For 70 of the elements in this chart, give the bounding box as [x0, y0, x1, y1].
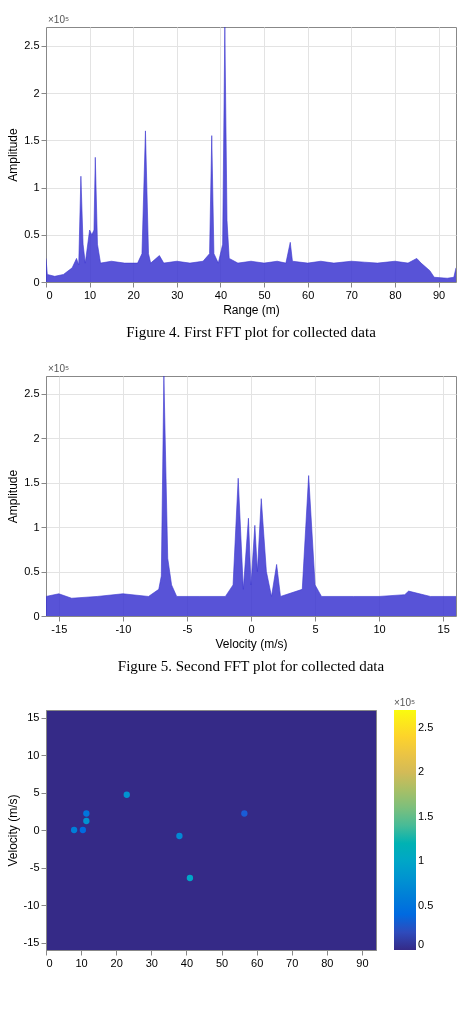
text: ×10⁵: [48, 14, 70, 25]
y-tick-label: 0: [33, 823, 40, 836]
y-tick-label: 1.5: [24, 476, 40, 489]
y-tick-label: 2: [33, 431, 40, 444]
y-tick-label: 0.5: [24, 228, 40, 241]
y-tick-label: 0: [33, 275, 40, 288]
x-tick-label: 0: [46, 288, 53, 301]
y-tick-label: 2.5: [24, 39, 40, 52]
x-tick-label: -15: [51, 622, 68, 635]
x-tick-label: 50: [215, 956, 229, 969]
x-tick-label: 70: [345, 288, 358, 301]
point: [79, 826, 87, 834]
point: [70, 826, 78, 834]
x-tick-label: 50: [258, 288, 271, 301]
y-tick-label: 5: [33, 786, 40, 798]
y-tick-label: 1: [33, 181, 40, 194]
y-axis-title: Amplitude: [6, 469, 21, 524]
point: [241, 810, 248, 817]
y-tick-label: -10: [23, 898, 40, 911]
text: ×10⁵: [394, 697, 416, 708]
x-tick-label: -5: [182, 622, 193, 635]
y-tick-label: 15: [27, 711, 40, 723]
x-tick-label: 30: [171, 288, 184, 301]
color-bar-label: 0.5: [418, 898, 434, 911]
caption: Figure 5. Second FFT plot for collected data: [117, 658, 385, 674]
y-tick-label: 2: [33, 86, 40, 99]
x-tick-label: 15: [437, 622, 450, 635]
x-tick-label: 20: [110, 956, 123, 969]
color-bar-label: 2: [418, 765, 425, 778]
x-tick-label: 20: [127, 288, 140, 301]
color-bar-label: 1: [418, 854, 425, 867]
x-tick-label: 80: [389, 288, 402, 301]
x-tick-label: 5: [312, 622, 319, 635]
x-tick-label: 90: [356, 956, 369, 969]
color-bar-label: 2.5: [418, 720, 434, 733]
y-tick-label: 1: [33, 520, 40, 533]
x-tick-label: -10: [115, 622, 132, 635]
point: [123, 791, 130, 798]
x-tick-label: 60: [251, 956, 264, 969]
x-tick-label: 40: [180, 956, 194, 969]
y-tick-label: -15: [23, 936, 40, 948]
y-tick-label: 1.5: [24, 133, 40, 146]
y-axis-title: Amplitude: [6, 128, 21, 182]
y-tick-label: 2.5: [24, 387, 40, 400]
caption: Figure 4. First FFT plot for collected data: [126, 324, 377, 340]
x-axis-title: Range (m): [223, 302, 280, 317]
y-tick-label: 0: [33, 609, 40, 622]
x-tick-label: 10: [75, 956, 88, 969]
y-tick-label: -5: [29, 861, 40, 873]
x-tick-label: 10: [373, 622, 386, 635]
y-tick-label: 10: [27, 748, 40, 761]
x-tick-label: 80: [321, 956, 334, 969]
x-tick-label: 70: [286, 956, 299, 969]
x-tick-label: 0: [248, 622, 255, 635]
text: ×10⁵: [48, 363, 70, 374]
point: [186, 874, 194, 882]
x-tick-label: 0: [46, 956, 53, 969]
x-axis-title: Velocity (m/s): [215, 636, 288, 651]
color-bar-label: 0: [418, 938, 425, 950]
point: [83, 817, 90, 825]
y-axis-title: Velocity (m/s): [5, 794, 20, 867]
point: [83, 810, 90, 817]
x-tick-label: 90: [432, 288, 446, 301]
point: [176, 832, 183, 840]
x-tick-label: 10: [83, 288, 97, 301]
x-tick-label: 30: [145, 956, 158, 969]
x-tick-label: 60: [302, 288, 315, 301]
y-tick-label: 0.5: [24, 565, 40, 578]
color-bar-label: 1.5: [418, 809, 434, 822]
x-tick-label: 40: [214, 288, 228, 301]
